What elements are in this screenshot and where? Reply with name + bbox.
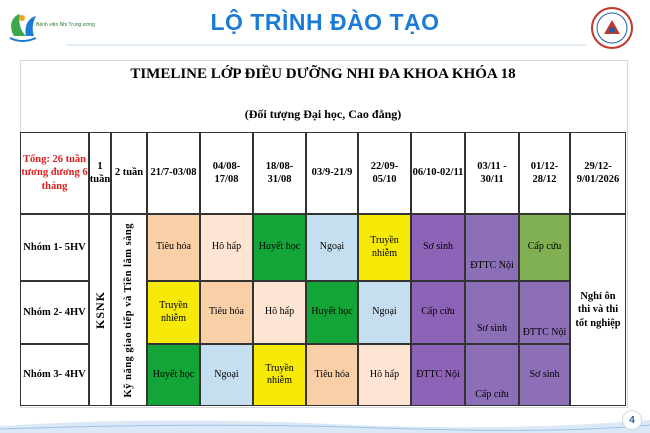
date-col-6: 06/10-02/11 [411,132,465,214]
date-col-8: 01/12-28/12 [519,132,570,214]
g1-huyet-hoc: Huyết học [253,214,306,281]
timeline-subtitle: (Đối tượng Đại học, Cao đẳng) [244,107,402,121]
g1-truyen-nhiem: Truyền nhiễm [358,214,411,281]
col-2-tuan: 2 tuần [111,132,147,214]
g3-ngoai: Ngoại [200,344,253,406]
header-bar: Bệnh viện Nhi Trung ương LỘ TRÌNH ĐÀO TẠ… [0,0,650,49]
g3-truyen-nhiem: Truyền nhiễm [253,344,306,406]
g1-tieu-hoa: Tiêu hóa [147,214,200,281]
g3-cap-cuu: Cấp cứu [465,344,519,406]
g3-dttc-noi: ĐTTC Nội [411,344,465,406]
g2-dttc-noi: ĐTTC Nội [519,281,570,344]
logo-caption: Bệnh viện Nhi Trung ương [36,22,95,28]
g2-tieu-hoa: Tiêu hóa [200,281,253,344]
page-number: 4 [622,410,642,430]
skills-cell: Kỹ năng giao tiếp và Tiền lâm sàng [111,214,147,406]
ksnk-cell: KSNK [89,214,111,406]
hospital-logo-icon [9,14,37,42]
header-rule [66,44,586,46]
institute-logo-icon [591,7,633,49]
g3-huyet-hoc: Huyết học [147,344,200,406]
date-col-2: 04/08-17/08 [200,132,253,214]
g1-so-sinh: Sơ sinh [411,214,465,281]
total-duration-cell: Tổng: 26 tuần tương đương 6 tháng [20,132,89,214]
g1-dttc-noi: ĐTTC Nội [465,214,519,281]
g1-cap-cuu: Cấp cứu [519,214,570,281]
exam-cell: Nghỉ ôn thi và thi tốt nghiệp [570,214,626,406]
ksnk-label: KSNK [92,290,107,329]
group-2-label: Nhóm 2- 4HV [20,281,89,344]
g2-ngoai: Ngoại [358,281,411,344]
g2-huyet-hoc: Huyết học [306,281,358,344]
g2-ho-hap: Hô hấp [253,281,306,344]
g2-so-sinh: Sơ sinh [465,281,519,344]
g1-ngoai: Ngoại [306,214,358,281]
skills-label: Kỹ năng giao tiếp và Tiền lâm sàng [123,222,135,398]
g3-ho-hap: Hô hấp [358,344,411,406]
date-col-9: 29/12-9/01/2026 [570,132,626,214]
date-col-5: 22/09-05/10 [358,132,411,214]
g1-ho-hap: Hô hấp [200,214,253,281]
page-title: LỘ TRÌNH ĐÀO TẠO [210,9,440,35]
group-3-label: Nhóm 3- 4HV [20,344,89,406]
timeline-title: TIMELINE LỚP ĐIỀU DƯỠNG NHI ĐA KHOA KHÓA… [130,66,516,82]
date-col-1: 21/7-03/08 [147,132,200,214]
g3-tieu-hoa: Tiêu hóa [306,344,358,406]
group-1-label: Nhóm 1- 5HV [20,214,89,281]
g3-so-sinh: Sơ sinh [519,344,570,406]
date-col-3: 18/08-31/08 [253,132,306,214]
footer-wave [0,420,650,433]
date-col-7: 03/11 - 30/11 [465,132,519,214]
col-1-tuan: 1 tuần [89,132,111,214]
date-col-4: 03/9-21/9 [306,132,358,214]
g2-truyen-nhiem: Truyền nhiễm [147,281,200,344]
g2-cap-cuu: Cấp cứu [411,281,465,344]
